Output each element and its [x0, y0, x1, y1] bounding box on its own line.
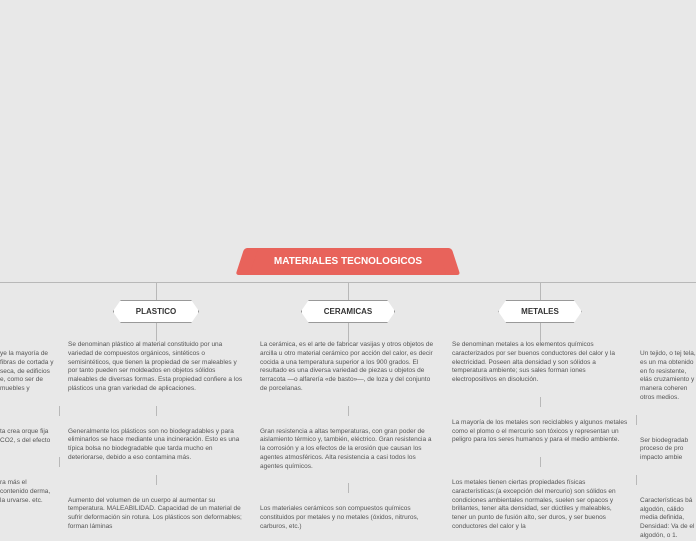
connector — [636, 475, 637, 485]
partial-column-right: Un tejido, o tej tela, es un ma obtenido… — [636, 282, 696, 541]
partial-text: Características bá algodón, cálido media… — [636, 497, 696, 541]
root-node: MATERIALES TECNOLOGICOS — [246, 248, 450, 275]
description-block: Gran resistencia a altas temperaturas, c… — [252, 428, 444, 472]
description-block: La cerámica, es el arte de fabricar vasi… — [252, 341, 444, 394]
connector — [540, 457, 541, 467]
category-label: PLASTICO — [136, 307, 176, 316]
category-node-ceramicas: CERAMICAS — [301, 300, 395, 323]
connector — [540, 282, 541, 300]
connector — [348, 282, 349, 300]
description-block: Los materiales cerámicos son compuestos … — [252, 505, 444, 531]
description-block: Los metales tienen ciertas propiedades f… — [444, 479, 636, 532]
connector — [348, 483, 349, 493]
root-label: MATERIALES TECNOLOGICOS — [274, 256, 422, 267]
connector — [156, 406, 157, 416]
column-ceramicas: CERAMICAS La cerámica, es el arte de fab… — [252, 282, 444, 541]
connector — [540, 323, 541, 341]
partial-text: Ser biodegradab proceso de pro impacto a… — [636, 437, 696, 463]
partial-text: ra más el contenido derma, la urvarse. e… — [0, 479, 60, 505]
connector — [636, 415, 637, 425]
category-node-metales: METALES — [498, 300, 582, 323]
partial-text: Un tejido, o tej tela, es un ma obtenido… — [636, 350, 696, 403]
description-block: Se denominan plástico al material consti… — [60, 341, 252, 394]
category-label: METALES — [521, 307, 559, 316]
connector — [156, 323, 157, 341]
description-block: Se denominan metales a los elementos quí… — [444, 341, 636, 385]
connector — [156, 475, 157, 485]
column-metales: METALES Se denominan metales a los eleme… — [444, 282, 636, 541]
connector — [156, 282, 157, 300]
category-node-plastico: PLASTICO — [113, 300, 199, 323]
connector — [348, 406, 349, 416]
description-block: La mayoría de los metales son reciclable… — [444, 419, 636, 445]
connector — [348, 323, 349, 341]
description-block: Aumento del volumen de un cuerpo al aume… — [60, 497, 252, 532]
partial-column-left: ye la mayoría de fibras de cortada y sec… — [0, 282, 60, 541]
partial-text: ta crea orque fija CO2, s del efecto — [0, 428, 60, 446]
connector — [540, 397, 541, 407]
partial-text: ye la mayoría de fibras de cortada y sec… — [0, 350, 60, 394]
column-plastico: PLASTICO Se denominan plástico al materi… — [60, 282, 252, 541]
description-block: Generalmente los plásticos son no biodeg… — [60, 428, 252, 463]
branches-container: ye la mayoría de fibras de cortada y sec… — [0, 282, 696, 541]
category-label: CERAMICAS — [324, 307, 372, 316]
